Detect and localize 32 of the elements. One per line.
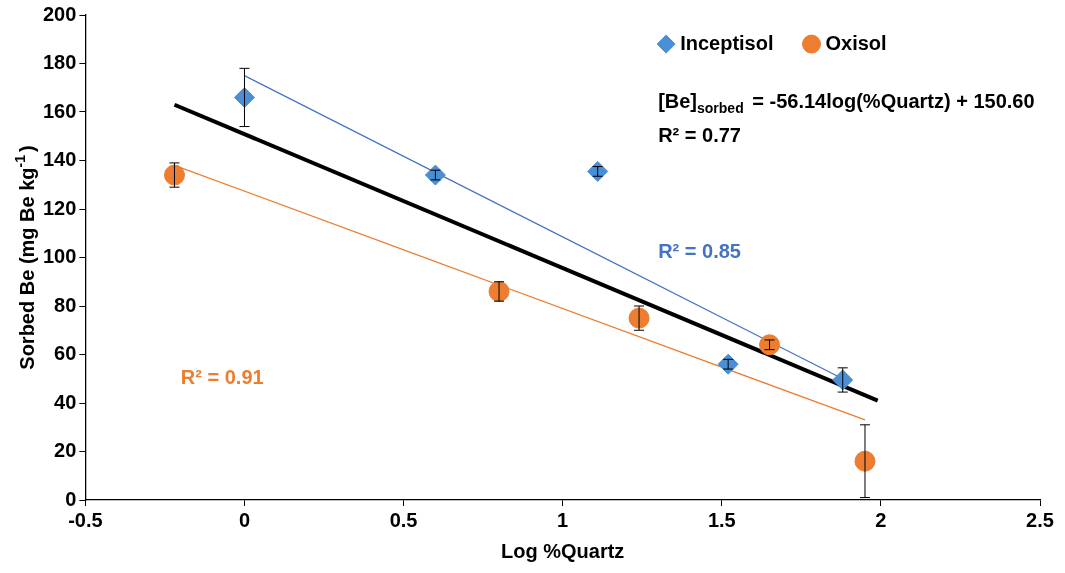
x-tick-label: 0.5: [389, 508, 418, 531]
y-tick-label: 20: [54, 439, 77, 462]
point: [717, 353, 739, 375]
y-tick-label: 140: [42, 148, 77, 171]
y-tick-label: 80: [54, 293, 77, 316]
y-tick-label: 120: [42, 196, 77, 219]
x-tick-label: 0: [238, 508, 251, 531]
y-tick-label: 60: [54, 342, 77, 365]
point: [424, 164, 446, 186]
annotation: R² = 0.91: [180, 366, 264, 389]
y-tick-label: 0: [65, 487, 77, 510]
x-tick-label: 2.5: [1026, 508, 1054, 531]
point: [587, 160, 609, 182]
point: [832, 369, 854, 391]
x-tick-label: 2: [875, 508, 887, 531]
point: [233, 86, 255, 108]
y-axis-title: Sorbed Be (mg Be kg-1): [11, 145, 38, 370]
y-tick-label: 200: [42, 2, 77, 25]
y-tick-label: 100: [42, 245, 77, 268]
point: [163, 164, 185, 186]
point: [759, 334, 781, 356]
y-tick-label: 160: [42, 99, 77, 122]
annotation: R² = 0.77: [658, 123, 741, 146]
y-tick-label: 180: [42, 51, 77, 74]
legend-label: Oxisol: [825, 31, 887, 54]
x-tick-label: 1.5: [707, 508, 736, 531]
y-tick-label: 40: [54, 390, 77, 413]
x-tick-label: 1: [557, 508, 569, 531]
legend-label: Inceptisol: [680, 31, 774, 54]
annotation: R² = 0.85: [658, 240, 741, 263]
x-tick-label: -0.5: [68, 508, 103, 531]
x-axis-title: Log %Quartz: [501, 539, 625, 562]
